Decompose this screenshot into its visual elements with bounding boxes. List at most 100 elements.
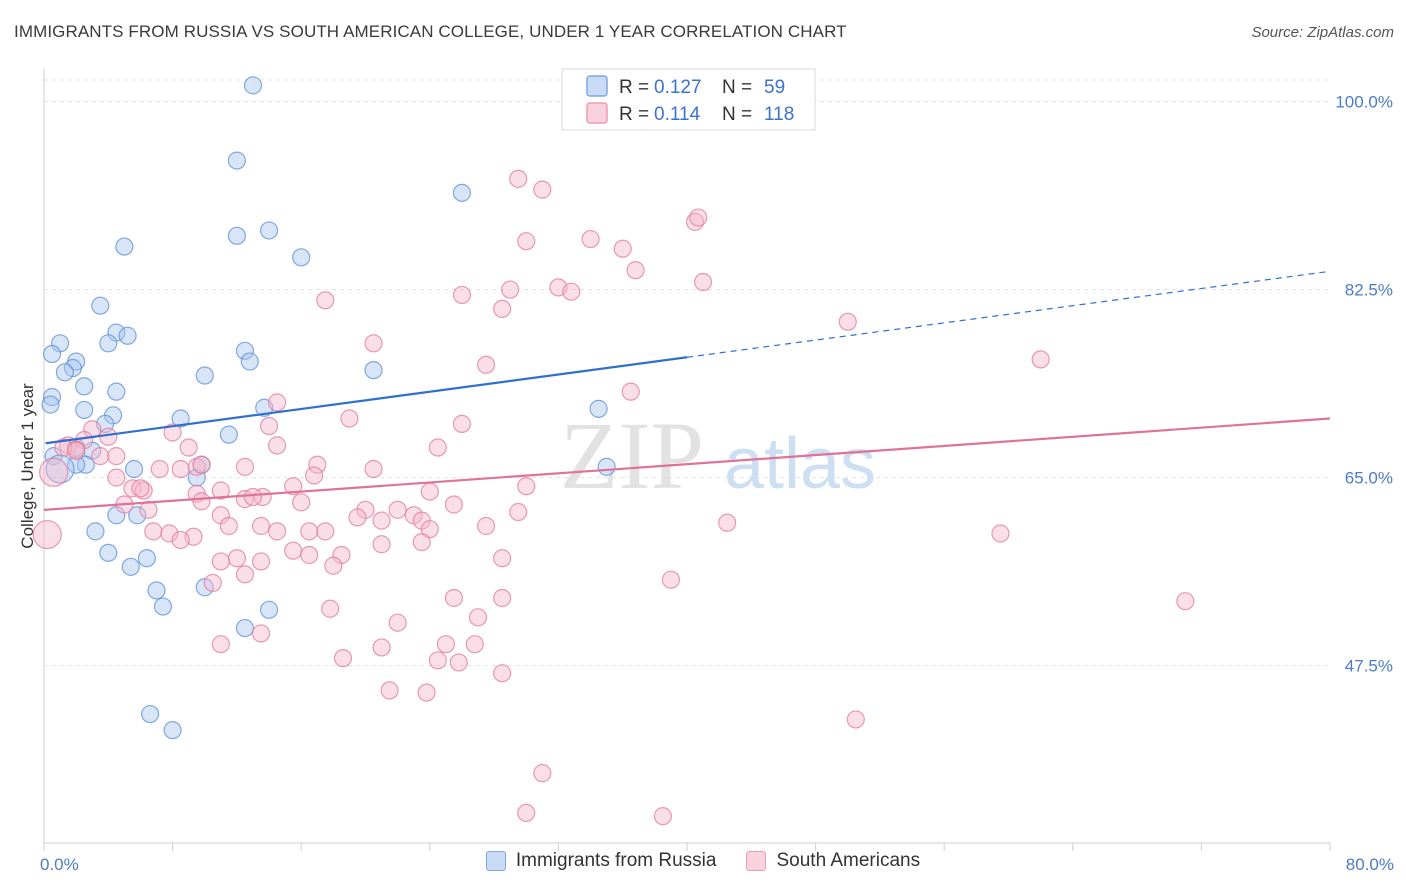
russia-point[interactable] xyxy=(163,721,182,740)
russia-point[interactable] xyxy=(137,549,156,568)
russia-point[interactable] xyxy=(452,183,472,202)
south-american-point[interactable] xyxy=(160,524,179,543)
south-american-point[interactable] xyxy=(689,208,708,227)
russia-point[interactable] xyxy=(292,248,311,267)
south-american-point[interactable] xyxy=(99,427,118,446)
russia-point[interactable] xyxy=(75,377,94,396)
south-american-point[interactable] xyxy=(219,516,238,536)
south-american-point[interactable] xyxy=(308,455,327,474)
south-american-point[interactable] xyxy=(493,588,512,608)
south-american-point[interactable] xyxy=(364,334,383,353)
south-american-point[interactable] xyxy=(211,481,230,500)
south-american-point[interactable] xyxy=(476,516,496,536)
russia-point[interactable] xyxy=(219,425,238,444)
south-american-point[interactable] xyxy=(144,522,163,541)
russia-point[interactable] xyxy=(589,399,608,418)
south-american-point[interactable] xyxy=(251,552,271,571)
russia-point[interactable] xyxy=(55,363,74,382)
russia-point[interactable] xyxy=(153,597,173,616)
south-american-point[interactable] xyxy=(838,312,857,331)
south-american-point[interactable] xyxy=(304,466,324,485)
south-american-point[interactable] xyxy=(150,459,169,479)
south-american-point[interactable] xyxy=(163,423,182,442)
south-american-point[interactable] xyxy=(509,169,528,188)
south-american-point[interactable] xyxy=(452,414,472,433)
south-american-point[interactable] xyxy=(192,455,211,474)
south-american-point[interactable] xyxy=(693,272,713,292)
south-american-point[interactable] xyxy=(388,613,407,632)
south-american-point[interactable] xyxy=(107,468,126,487)
south-american-point[interactable] xyxy=(501,280,520,299)
south-american-point[interactable] xyxy=(243,487,263,507)
russia-point[interactable] xyxy=(42,387,62,407)
south-american-point[interactable] xyxy=(444,495,464,514)
south-american-point[interactable] xyxy=(613,239,632,258)
south-american-point[interactable] xyxy=(581,229,600,249)
south-american-point[interactable] xyxy=(533,764,552,783)
south-american-point[interactable] xyxy=(203,573,222,593)
south-american-point[interactable] xyxy=(493,664,512,683)
south-american-point[interactable] xyxy=(300,522,319,541)
south-american-point[interactable] xyxy=(420,482,439,501)
south-american-point[interactable] xyxy=(417,683,436,702)
south-american-point[interactable] xyxy=(533,180,552,199)
south-american-point[interactable] xyxy=(449,653,468,672)
russia-point[interactable] xyxy=(99,543,118,562)
south-american-point[interactable] xyxy=(420,520,439,539)
south-american-point[interactable] xyxy=(171,530,190,550)
south-american-point[interactable] xyxy=(67,441,86,460)
south-american-point[interactable] xyxy=(493,299,512,318)
russia-point[interactable] xyxy=(75,400,94,420)
russia-point[interactable] xyxy=(76,455,95,474)
south-american-point[interactable] xyxy=(316,522,335,541)
legend-item-south-americans[interactable]: South Americans xyxy=(746,850,920,872)
south-american-point[interactable] xyxy=(340,409,359,428)
south-american-point[interactable] xyxy=(991,524,1010,543)
south-american-point[interactable] xyxy=(211,552,230,571)
south-american-point[interactable] xyxy=(284,477,303,496)
south-american-point[interactable] xyxy=(107,447,126,466)
south-american-point[interactable] xyxy=(468,608,488,627)
south-american-point[interactable] xyxy=(626,261,645,280)
south-american-point[interactable] xyxy=(428,438,447,457)
south-american-point[interactable] xyxy=(251,624,271,643)
south-american-point[interactable] xyxy=(39,457,69,487)
south-american-point[interactable] xyxy=(316,291,335,310)
russia-point[interactable] xyxy=(86,522,105,541)
south-american-point[interactable] xyxy=(134,481,153,500)
south-american-point[interactable] xyxy=(452,285,472,305)
russia-point[interactable] xyxy=(124,459,144,479)
south-american-point[interactable] xyxy=(300,545,319,565)
south-american-point[interactable] xyxy=(211,635,230,654)
south-american-point[interactable] xyxy=(253,487,272,507)
south-american-point[interactable] xyxy=(267,436,287,455)
russia-point[interactable] xyxy=(597,457,616,476)
south-american-point[interactable] xyxy=(428,651,447,670)
russia-point[interactable] xyxy=(107,382,126,401)
south-american-point[interactable] xyxy=(251,516,271,536)
south-american-point[interactable] xyxy=(321,599,340,618)
russia-point[interactable] xyxy=(147,581,166,600)
south-american-point[interactable] xyxy=(235,565,255,584)
south-american-point[interactable] xyxy=(171,459,190,479)
south-american-point[interactable] xyxy=(388,500,407,519)
south-american-point[interactable] xyxy=(412,532,431,552)
russia-point[interactable] xyxy=(259,600,279,619)
south-american-point[interactable] xyxy=(235,457,255,476)
russia-point[interactable] xyxy=(171,409,190,428)
russia-point[interactable] xyxy=(115,237,134,256)
south-american-point[interactable] xyxy=(364,459,383,479)
south-american-point[interactable] xyxy=(267,393,287,412)
south-american-point[interactable] xyxy=(372,638,391,657)
south-american-point[interactable] xyxy=(348,508,367,527)
russia-point[interactable] xyxy=(240,352,259,371)
russia-point[interactable] xyxy=(140,704,160,724)
south-american-point[interactable] xyxy=(372,511,391,530)
russia-point[interactable] xyxy=(235,618,255,638)
south-american-point[interactable] xyxy=(661,570,681,589)
south-american-point[interactable] xyxy=(517,232,536,251)
south-american-point[interactable] xyxy=(284,541,303,560)
south-american-point[interactable] xyxy=(1176,592,1195,611)
south-american-point[interactable] xyxy=(131,479,150,498)
south-american-point[interactable] xyxy=(1031,350,1050,369)
